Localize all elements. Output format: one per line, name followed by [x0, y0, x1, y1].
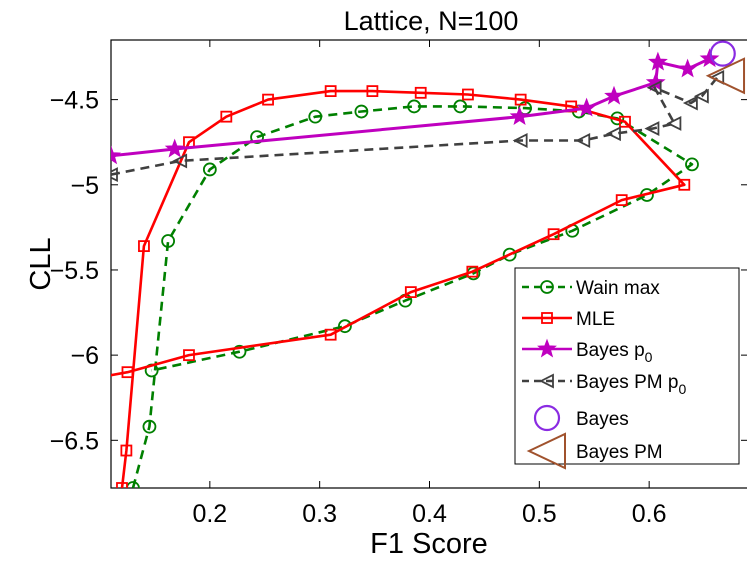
data-point-bayes: [709, 40, 736, 67]
legend-box: [514, 267, 740, 465]
data-point-bayes-pm-p0: [111, 167, 118, 183]
legend-label: Bayes PM p0: [576, 372, 686, 397]
data-point-bayes-p0: [111, 145, 121, 165]
legend-label: MLE: [576, 309, 615, 330]
legend-entry: Bayes p0: [522, 338, 653, 365]
data-point-mle: [619, 115, 631, 128]
legend-marker: [541, 312, 553, 324]
x-tick-label: 0.6: [632, 500, 667, 528]
data-point-bayes-p0: [645, 72, 666, 92]
data-point-bayes-pm-p0: [605, 126, 621, 142]
legend-label: Wain max: [576, 278, 660, 299]
legend-marker: [537, 338, 557, 358]
data-point-mle: [678, 178, 691, 191]
x-tick-label: 0.2: [192, 500, 227, 528]
data-point-bayes-p0: [648, 51, 668, 71]
data-point-mle: [324, 328, 337, 341]
y-axis-title: CLL: [25, 237, 57, 290]
data-point-mle: [138, 240, 150, 253]
data-point-wain-max: [232, 344, 247, 359]
data-point-bayes-pm-p0: [172, 153, 188, 169]
data-point-mle: [262, 93, 274, 106]
data-point-wain-max: [338, 319, 352, 334]
legend-marker: [526, 432, 566, 470]
data-point-wain-max: [250, 130, 264, 144]
series-line-bayes-pm-p0: [111, 76, 719, 176]
data-point-bayes-pm-p0: [693, 88, 709, 104]
legend-entry: Bayes PM p0: [522, 372, 686, 397]
data-point-wain-max: [407, 99, 422, 114]
series-layer: [111, 40, 746, 488]
data-point-bayes-pm-p0: [646, 80, 662, 96]
data-point-bayes-p0: [604, 85, 624, 105]
data-point-mle: [121, 366, 134, 379]
legend-label: Bayes PM: [576, 442, 663, 463]
y-axis: −6.5 −6 −5.5 −5 −4.5: [50, 87, 747, 455]
data-point-bayes-pm-p0: [666, 116, 682, 131]
legend-entry: Bayes PM: [526, 432, 663, 470]
series-line-wain-max: [131, 105, 694, 488]
series-bayes: [709, 40, 736, 67]
data-point-bayes-p0: [677, 58, 698, 78]
legend-entry: MLE: [522, 309, 615, 330]
data-point-wain-max: [685, 157, 699, 172]
legend-marker: [538, 373, 554, 389]
y-tick-label: −6: [70, 342, 99, 370]
chart-title: Lattice, N=100: [344, 6, 519, 36]
data-point-mle: [615, 194, 628, 207]
data-point-wain-max: [354, 104, 369, 119]
data-point-wain-max: [453, 99, 468, 114]
legend-marker: [540, 280, 554, 294]
legend-label: Bayes p0: [576, 340, 653, 365]
x-tick-label: 0.5: [522, 500, 557, 528]
series-bayes-pm: [705, 57, 746, 95]
data-point-mle: [466, 265, 479, 278]
data-point-bayes-pm-p0: [682, 95, 698, 111]
data-point-wain-max: [126, 481, 140, 488]
legend-label: Bayes: [576, 409, 629, 430]
data-point-mle: [324, 85, 337, 98]
y-tick-label: −5.5: [50, 257, 99, 285]
y-tick-label: −6.5: [50, 427, 99, 455]
data-point-bayes-p0: [164, 138, 185, 158]
data-point-wain-max: [202, 162, 217, 177]
legend-entry: Wain max: [522, 278, 660, 299]
data-point-mle: [116, 482, 128, 488]
x-tick-label: 0.4: [412, 500, 447, 528]
data-point-bayes-pm-p0: [644, 121, 660, 137]
data-point-bayes-p0: [509, 106, 530, 126]
data-point-wain-max: [308, 109, 323, 124]
data-point-bayes-p0: [576, 97, 597, 117]
x-axis-title: F1 Score: [370, 528, 488, 560]
legend: Wain max MLE Bayes p0 Bayes PM p0 Bayes Bayes…: [514, 267, 740, 470]
data-point-mle: [514, 93, 527, 106]
series-mle: [111, 85, 691, 488]
series-bayes-p0: [111, 48, 720, 165]
data-point-wain-max: [161, 234, 176, 248]
x-axis: 0.2 0.3 0.4 0.5 0.6: [192, 40, 667, 528]
data-point-mle: [220, 110, 233, 123]
data-point-mle: [120, 444, 133, 457]
legend-marker: [533, 404, 561, 432]
x-tick-label: 0.3: [302, 500, 337, 528]
y-tick-label: −4.5: [50, 87, 99, 115]
data-point-mle: [366, 85, 379, 98]
data-point-wain-max: [502, 247, 517, 262]
data-point-wain-max: [142, 419, 157, 434]
data-point-mle: [183, 349, 195, 362]
data-point-bayes-pm: [705, 57, 746, 95]
legend-entry: Bayes: [533, 404, 629, 432]
data-point-mle: [404, 286, 417, 299]
data-point-bayes-p0: [699, 48, 720, 68]
series-line-mle: [111, 89, 686, 488]
data-point-mle: [547, 228, 560, 241]
data-point-mle: [414, 86, 427, 99]
y-tick-label: −5: [70, 172, 99, 200]
data-point-mle: [462, 88, 474, 101]
data-point-bayes-pm-p0: [512, 133, 528, 148]
data-point-bayes-pm-p0: [575, 133, 591, 148]
